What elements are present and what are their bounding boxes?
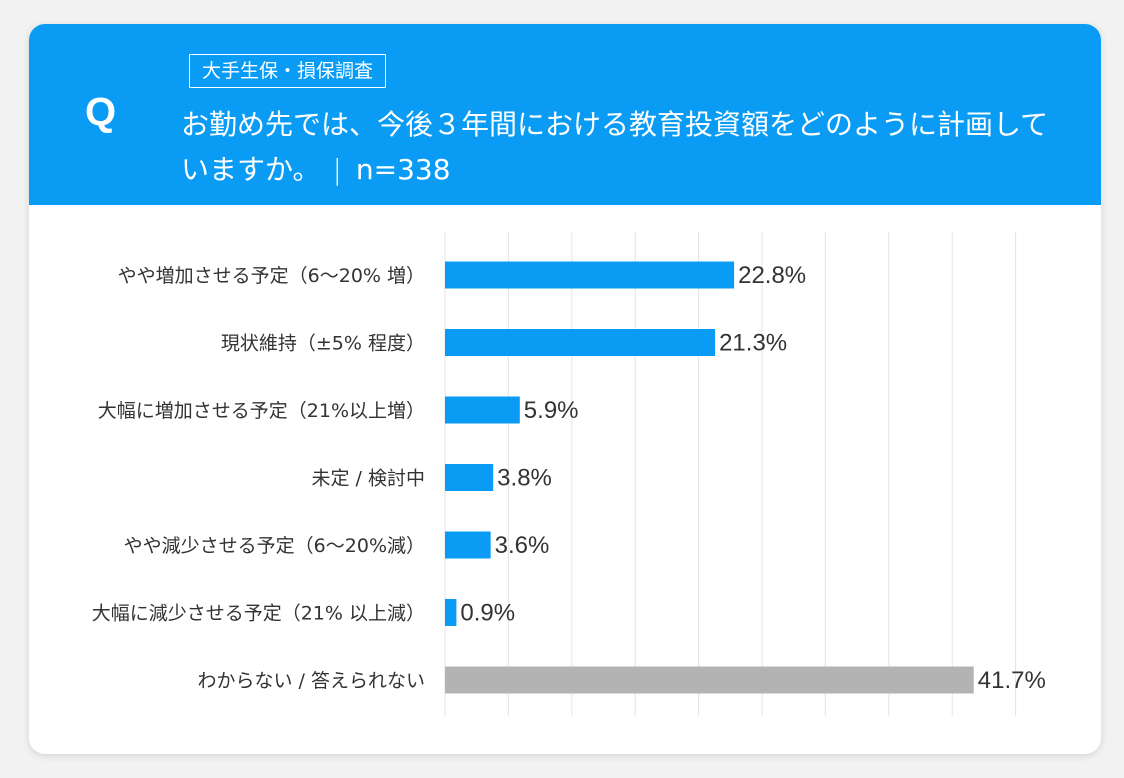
bar: [445, 464, 494, 491]
value-label: 22.8%: [738, 262, 806, 289]
bar: [445, 396, 520, 424]
bar: [445, 329, 716, 356]
category-label: 未定 / 検討中: [312, 468, 425, 490]
question-text: お勤め先では、今後３年間における教育投資額をどのように計画していますか。: [181, 108, 1049, 186]
value-label: 3.8%: [497, 465, 552, 492]
survey-tag: 大手生保・損保調査: [189, 54, 387, 88]
value-label: 3.6%: [495, 532, 550, 559]
question-header: Q 大手生保・損保調査 お勤め先では、今後３年間における教育投資額をどのように計…: [29, 24, 1101, 205]
question-mark: Q: [85, 90, 117, 134]
bar: [445, 261, 735, 289]
category-label: 大幅に増加させる予定（21%以上増）: [98, 400, 425, 422]
separator: |: [332, 153, 342, 186]
category-label: 大幅に減少させる予定（21% 以上減）: [92, 603, 425, 625]
value-label: 21.3%: [719, 330, 787, 357]
question-text-block: お勤め先では、今後３年間における教育投資額をどのように計画していますか。 | n=3…: [181, 102, 1061, 192]
value-label: 41.7%: [978, 667, 1046, 694]
category-label: やや減少させる予定（6〜20%減）: [124, 535, 425, 557]
bar: [445, 531, 491, 559]
question-card: Q 大手生保・損保調査 お勤め先では、今後３年間における教育投資額をどのように計…: [29, 24, 1101, 754]
bar: [445, 666, 974, 694]
category-label: やや増加させる予定（6〜20% 増）: [118, 265, 425, 287]
category-label: わからない / 答えられない: [198, 670, 425, 692]
category-label: 現状維持（±5% 程度）: [221, 333, 425, 355]
value-label: 0.9%: [460, 600, 515, 627]
sample-size: n=338: [355, 153, 451, 186]
value-label: 5.9%: [524, 397, 579, 424]
bar: [445, 599, 457, 626]
